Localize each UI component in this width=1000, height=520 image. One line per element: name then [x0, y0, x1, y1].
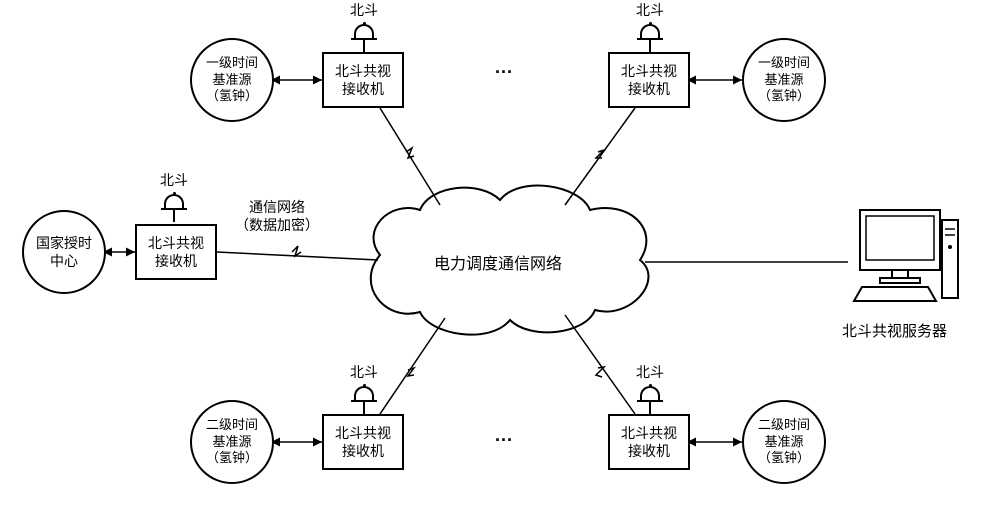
- s-l1: 二级时间: [758, 417, 810, 434]
- p-l1: 一级时间: [758, 55, 810, 72]
- tr-receiver: 北斗共视 接收机: [608, 52, 690, 108]
- br-receiver: 北斗共视 接收机: [608, 414, 690, 470]
- rx-l2: 接收机: [155, 252, 197, 270]
- net-l2: （数据加密）: [235, 217, 319, 233]
- link-tr-cloud: [565, 108, 635, 205]
- rx-l1: 北斗共视: [621, 62, 677, 80]
- s-l1: 二级时间: [206, 417, 258, 434]
- rx-l2: 接收机: [628, 80, 670, 98]
- rx-l1: 北斗共视: [621, 424, 677, 442]
- network-label: 通信网络 （数据加密）: [235, 198, 319, 234]
- bl-receiver: 北斗共视 接收机: [322, 414, 404, 470]
- tl-receiver: 北斗共视 接收机: [322, 52, 404, 108]
- secondary-source-left: 二级时间 基准源 （氢钟）: [190, 400, 274, 484]
- p-l3: （氢钟）: [758, 88, 810, 105]
- ntc-l2: 中心: [50, 252, 78, 270]
- p-l2: 基准源: [212, 72, 251, 89]
- s-l2: 基准源: [764, 434, 803, 451]
- ant-lbl: 北斗: [636, 362, 664, 382]
- p-l2: 基准源: [764, 72, 803, 89]
- net-l1: 通信网络: [249, 199, 305, 215]
- s-l2: 基准源: [212, 434, 251, 451]
- rx-l1: 北斗共视: [335, 424, 391, 442]
- tr-antenna: 北斗: [636, 0, 664, 52]
- bl-antenna: 北斗: [350, 362, 378, 414]
- rx-l2: 接收机: [628, 442, 670, 460]
- p-l3: （氢钟）: [206, 88, 258, 105]
- ant-lbl: 北斗: [350, 362, 378, 382]
- primary-source-left: 一级时间 基准源 （氢钟）: [190, 38, 274, 122]
- left-antenna: 北斗: [160, 170, 188, 222]
- top-ellipsis: ···: [495, 62, 513, 83]
- s-l3: （氢钟）: [206, 450, 258, 467]
- rx-l2: 接收机: [342, 442, 384, 460]
- rx-l2: 接收机: [342, 80, 384, 98]
- rx-l1: 北斗共视: [148, 234, 204, 252]
- link-br-cloud: [565, 315, 635, 414]
- ntc-node: 国家授时 中心: [22, 210, 106, 294]
- ant-lbl: 北斗: [636, 0, 664, 20]
- cloud-label: 电力调度通信网络: [434, 250, 562, 274]
- link-left-cloud: [217, 246, 378, 260]
- br-antenna: 北斗: [636, 362, 664, 414]
- link-bl-cloud: [380, 318, 445, 414]
- left-receiver: 北斗共视 接收机: [135, 224, 217, 280]
- bottom-ellipsis: ···: [495, 430, 513, 451]
- ntc-l1: 国家授时: [36, 234, 92, 252]
- diagram-canvas: 电力调度通信网络 国家授时 中心 北斗 北斗共视 接收机 通信网络 （数据加密）…: [0, 0, 1000, 520]
- rx-l1: 北斗共视: [335, 62, 391, 80]
- server-label: 北斗共视服务器: [842, 320, 947, 341]
- antenna-label: 北斗: [160, 170, 188, 190]
- p-l1: 一级时间: [206, 55, 258, 72]
- primary-source-right: 一级时间 基准源 （氢钟）: [742, 38, 826, 122]
- tl-antenna: 北斗: [350, 0, 378, 52]
- ant-lbl: 北斗: [350, 0, 378, 20]
- link-tl-cloud: [380, 108, 440, 205]
- s-l3: （氢钟）: [758, 450, 810, 467]
- secondary-source-right: 二级时间 基准源 （氢钟）: [742, 400, 826, 484]
